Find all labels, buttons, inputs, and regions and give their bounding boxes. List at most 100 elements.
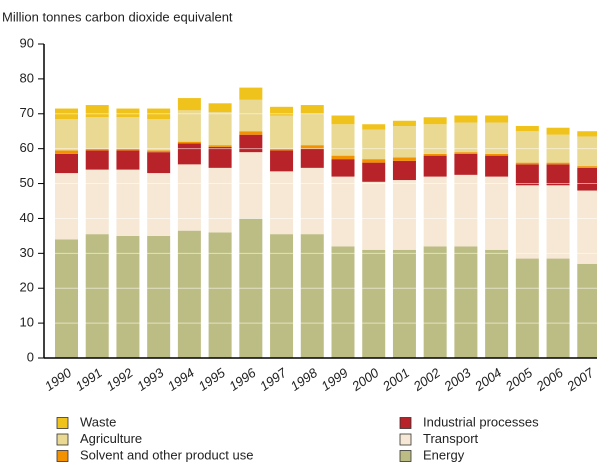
bar-segment (85, 117, 109, 149)
bar-segment (485, 115, 509, 123)
y-tick-label: 90 (20, 35, 34, 50)
bar-segment (270, 171, 294, 235)
bar-segment (177, 230, 201, 358)
bar-segment (515, 162, 539, 165)
bar-segment (270, 234, 294, 358)
bar-segment (423, 155, 447, 177)
bar-segment (116, 150, 140, 170)
bar-segment (515, 131, 539, 163)
bar-segment (423, 124, 447, 154)
legend-label: Energy (423, 447, 465, 462)
bar-segment (239, 99, 263, 132)
bar-segment (515, 185, 539, 259)
bar-segment (116, 117, 140, 149)
bar-segment (454, 152, 478, 154)
bar-segment (577, 166, 597, 168)
bar-segment (300, 105, 324, 114)
bar-segment (392, 125, 416, 158)
legend-swatch (399, 433, 412, 446)
bar-segment (577, 190, 597, 264)
y-tick-label: 30 (20, 245, 34, 260)
y-tick-label: 40 (20, 210, 34, 225)
bar-segment (362, 159, 386, 163)
bar-segment (116, 108, 140, 118)
x-tick-label: 1998 (288, 365, 321, 394)
y-tick-label: 80 (20, 70, 34, 85)
bar-segment (177, 110, 201, 142)
bar-segment (208, 146, 232, 168)
bar-segment (546, 258, 570, 358)
bar-segment (331, 115, 355, 125)
bar-segment (423, 117, 447, 125)
bar-segment (485, 176, 509, 250)
bar-segment (85, 105, 109, 118)
bar-segment (392, 180, 416, 250)
bar-segment (331, 246, 355, 358)
bar-segment (515, 125, 539, 132)
bar-segment (362, 249, 386, 358)
y-tick-label: 60 (20, 140, 34, 155)
bar-segment (331, 176, 355, 247)
x-tick-label: 1995 (196, 365, 229, 394)
legend-swatch (399, 450, 412, 462)
bar-segment (177, 141, 201, 144)
y-tick-label: 0 (27, 349, 34, 364)
bar-segment (300, 148, 324, 168)
bar-segment (577, 263, 597, 358)
bar-segment (177, 164, 201, 231)
bar-segment (331, 159, 355, 177)
x-tick-label: 2006 (533, 365, 567, 395)
legend-swatch (56, 417, 69, 429)
legend-label: Transport (423, 431, 479, 446)
bar-segment (147, 150, 171, 153)
bar-segment (485, 122, 509, 154)
x-tick-label: 1999 (318, 365, 350, 394)
bar-segment (177, 143, 201, 165)
bar-segment (546, 164, 570, 186)
bar-segment (485, 155, 509, 177)
bar-segment (454, 122, 478, 153)
y-tick-label: 50 (20, 175, 34, 190)
bar-segment (300, 234, 324, 358)
legend-label: Waste (80, 414, 116, 429)
bar-segment (239, 134, 263, 153)
legend-label: Agriculture (80, 431, 142, 446)
x-tick-label: 1993 (134, 365, 167, 394)
bar-segment (55, 153, 78, 174)
bar-segment (546, 185, 570, 259)
bar-segment (392, 160, 416, 181)
bar-segment (55, 239, 78, 358)
bar-segment (85, 150, 109, 170)
bar-segment (55, 150, 78, 154)
bar-segment (515, 164, 539, 186)
bar-segment (300, 145, 324, 149)
x-tick-label: 2002 (410, 365, 444, 395)
bar-segment (208, 112, 232, 146)
bar-segment (116, 148, 140, 151)
bar-segment (577, 131, 597, 137)
bar-segment (577, 136, 597, 167)
bar-segment (331, 124, 355, 156)
bar-segment (423, 176, 447, 247)
x-tick-label: 2005 (502, 365, 536, 395)
x-tick-label: 2007 (563, 365, 597, 395)
x-tick-label: 1997 (257, 365, 290, 394)
bar-segment (208, 103, 232, 113)
bar-segment (300, 167, 324, 235)
bar-segment (147, 235, 171, 358)
bar-segment (270, 106, 294, 116)
y-tick-label: 20 (20, 280, 34, 295)
bar-segment (485, 153, 509, 156)
bar-segment (362, 124, 386, 130)
bar-segment (392, 157, 416, 161)
bar-segment (55, 173, 78, 240)
legend-swatch (56, 450, 69, 462)
bar-segment (454, 174, 478, 247)
bar-segment (546, 162, 570, 165)
bar-segment (147, 152, 171, 174)
bar-segment (300, 113, 324, 146)
bar-segment (85, 169, 109, 235)
x-tick-label: 1994 (165, 365, 197, 394)
legend-swatch (56, 433, 69, 446)
